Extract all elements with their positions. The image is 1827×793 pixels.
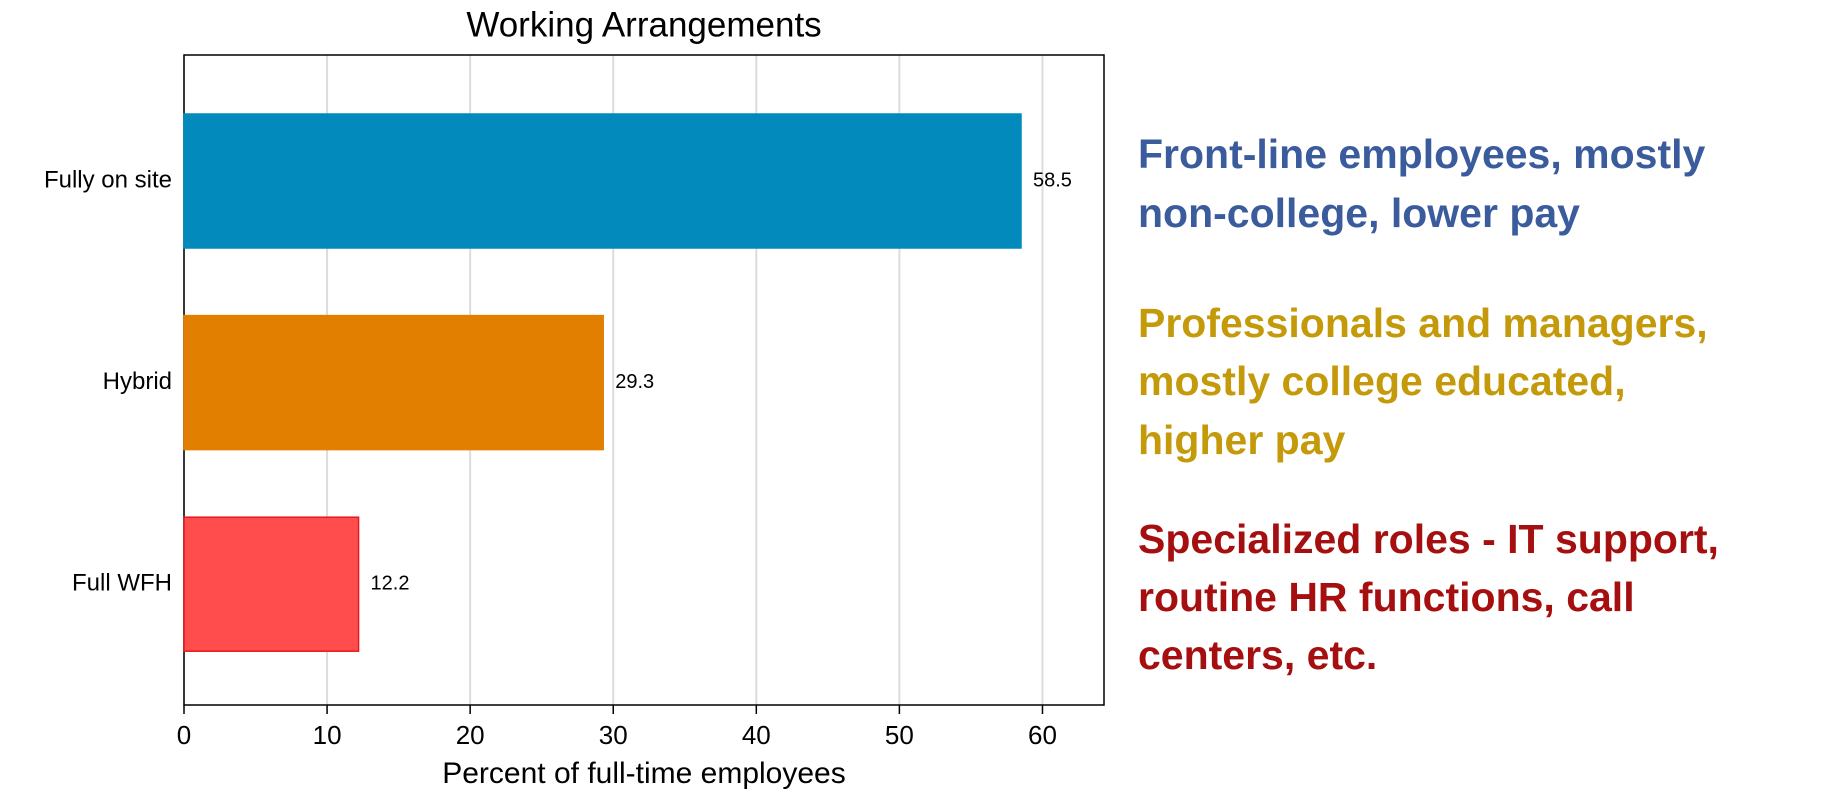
x-tick-label: 10 [313,720,342,750]
annotation: routine HR functions, call [1138,574,1635,620]
x-tick-label: 0 [177,720,191,750]
bar [183,314,604,451]
x-axis-label: Percent of full-time employees [442,757,846,790]
annotation: higher pay [1138,417,1346,463]
x-tick-label: 60 [1028,720,1057,750]
x-tick-label: 20 [456,720,485,750]
annotation: Specialized roles - IT support, [1138,516,1719,562]
bar [183,113,1022,249]
annotation: Professionals and managers, [1138,300,1708,346]
value-label: 29.3 [615,371,654,393]
x-tick-label: 40 [742,720,771,750]
annotation: centers, etc. [1138,632,1377,678]
x-tick-label: 50 [885,720,914,750]
y-tick-label: Hybrid [103,368,172,395]
value-label: 12.2 [371,572,410,594]
chart-title: Working Arrangements [466,5,821,44]
y-tick-label: Fully on site [44,166,172,193]
annotation: non-college, lower pay [1138,190,1580,236]
value-label: 58.5 [1033,169,1072,191]
x-tick-label: 30 [599,720,628,750]
y-tick-label: Full WFH [72,570,172,597]
annotation: Front-line employees, mostly [1138,131,1705,177]
bar [183,516,360,652]
annotation: mostly college educated, [1138,358,1626,404]
